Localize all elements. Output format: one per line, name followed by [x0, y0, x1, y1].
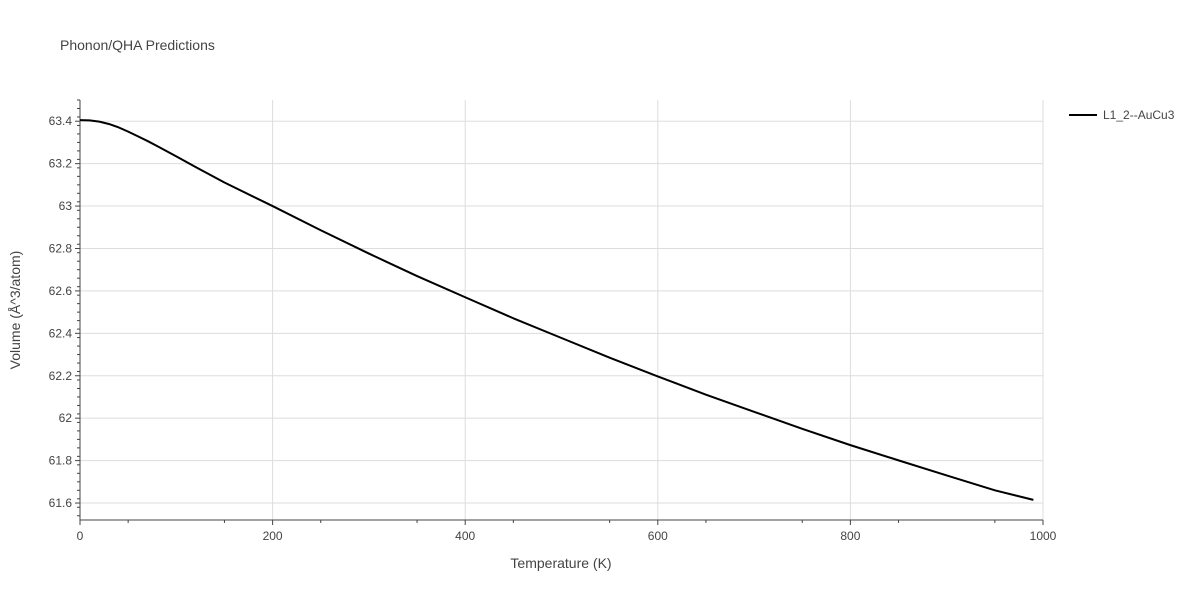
y-tick-label: 62.2	[49, 369, 73, 383]
y-tick-label: 63.2	[49, 157, 73, 171]
y-tick-label: 63.4	[49, 114, 73, 128]
series-line	[79, 119, 1034, 501]
axis-layer: 0 200 400 600 800 1000 61.6 61.8 62 62.2 62.4 62.6 6…	[49, 99, 1057, 543]
x-tick-label: 400	[455, 529, 475, 543]
y-tick-label: 62.8	[49, 241, 73, 255]
y-tick-label: 62.4	[49, 326, 73, 340]
y-tick-label: 62	[59, 411, 73, 425]
chart-title: Phonon/QHA Predictions	[60, 37, 215, 53]
y-axis-title: Volume (Å^3/atom)	[7, 251, 23, 370]
x-tick-label: 800	[840, 529, 860, 543]
x-axis-title: Temperature (K)	[510, 555, 611, 571]
y-tick-label: 63	[59, 199, 73, 213]
x-tick-label: 200	[263, 529, 283, 543]
label-layer: Phonon/QHA Predictions Temperature (K) V…	[7, 37, 612, 571]
x-tick-label: 1000	[1030, 529, 1057, 543]
grid-layer	[80, 100, 1044, 520]
y-tick-label: 61.6	[49, 496, 73, 510]
series-layer	[79, 119, 1034, 501]
legend-label: L1_2--AuCu3	[1103, 108, 1175, 122]
y-tick-label: 62.6	[49, 284, 73, 298]
y-tick-label: 61.8	[49, 454, 73, 468]
legend[interactable]: L1_2--AuCu3	[1069, 108, 1175, 122]
x-tick-label: 600	[648, 529, 668, 543]
x-tick-label: 0	[77, 529, 84, 543]
